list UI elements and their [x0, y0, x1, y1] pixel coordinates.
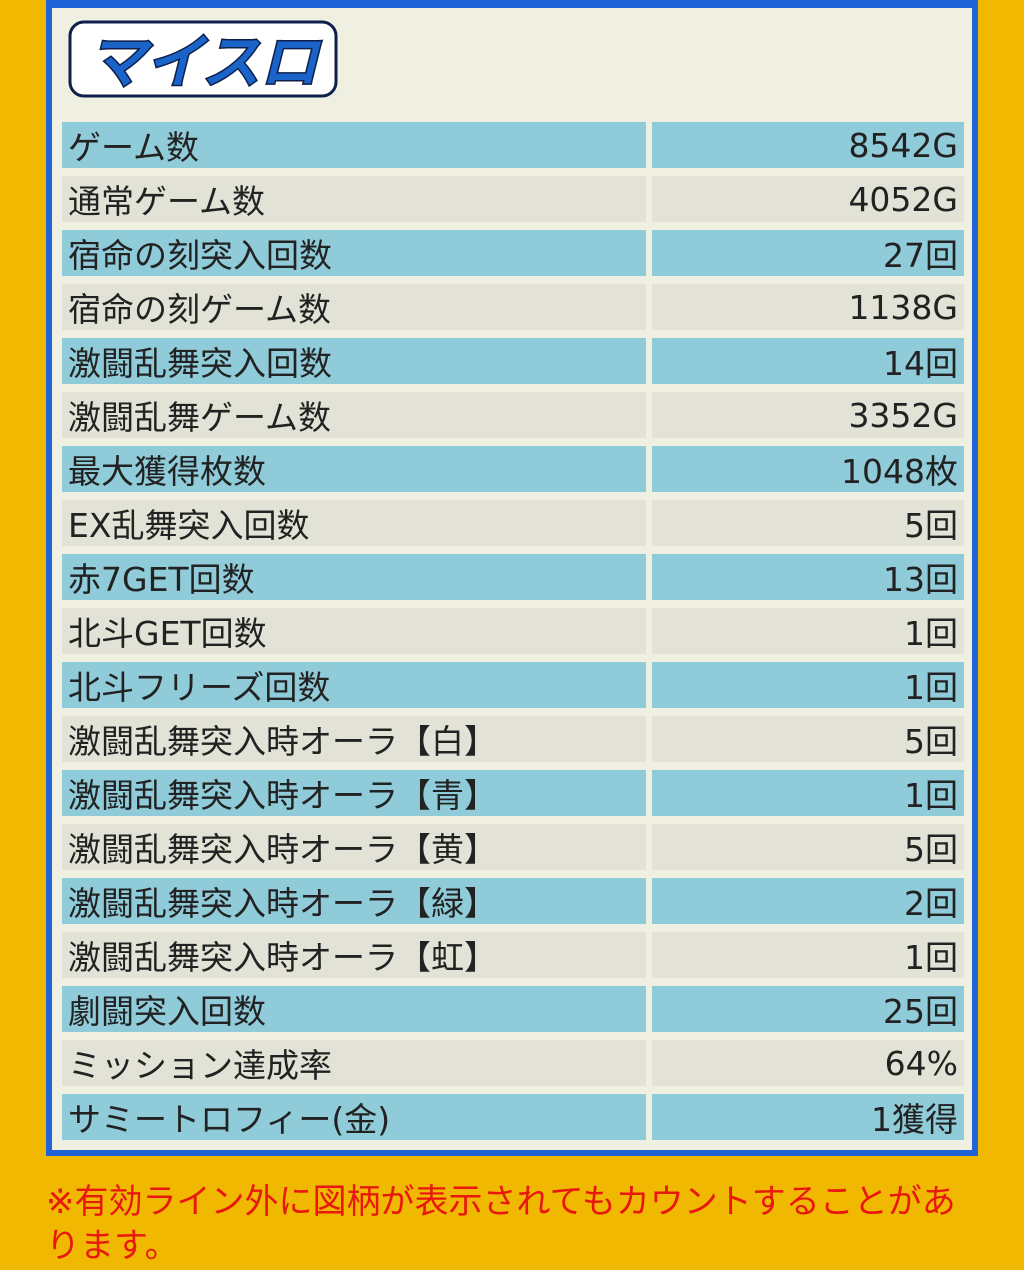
stat-value: 1獲得	[652, 1094, 964, 1140]
stat-value: 27回	[652, 230, 964, 276]
table-row: ミッション達成率 64%	[62, 1036, 964, 1090]
stat-label: 最大獲得枚数	[62, 446, 646, 492]
stat-label: 劇闘突入回数	[62, 986, 646, 1032]
stat-value: 1回	[652, 770, 964, 816]
stat-value: 1048枚	[652, 446, 964, 492]
stat-value: 5回	[652, 500, 964, 546]
stat-label: 赤7GET回数	[62, 554, 646, 600]
table-row: サミートロフィー(金) 1獲得	[62, 1090, 964, 1144]
stat-value: 64%	[652, 1040, 964, 1086]
stat-label: 宿命の刻ゲーム数	[62, 284, 646, 330]
svg-text:マイスロ: マイスロ	[88, 28, 322, 96]
stat-label: ミッション達成率	[62, 1040, 646, 1086]
table-row: 宿命の刻ゲーム数 1138G	[62, 280, 964, 334]
table-row: 激闘乱舞突入時オーラ【黄】 5回	[62, 820, 964, 874]
stat-value: 13回	[652, 554, 964, 600]
table-row: 激闘乱舞突入時オーラ【緑】 2回	[62, 874, 964, 928]
stats-table: ゲーム数 8542G 通常ゲーム数 4052G 宿命の刻突入回数 27回 宿命の刻ゲーム数 1…	[62, 118, 964, 1144]
stat-value: 8542G	[652, 122, 964, 168]
stat-value: 5回	[652, 824, 964, 870]
stat-value: 25回	[652, 986, 964, 1032]
table-row: 激闘乱舞ゲーム数 3352G	[62, 388, 964, 442]
table-row: 激闘乱舞突入時オーラ【青】 1回	[62, 766, 964, 820]
stat-value: 14回	[652, 338, 964, 384]
stat-label: EX乱舞突入回数	[62, 500, 646, 546]
stat-value: 1回	[652, 932, 964, 978]
stats-panel: マイスロ ゲーム数 8542G 通常ゲーム数 4052G 宿命の刻突入回数 27回 宿命の刻…	[46, 0, 978, 1156]
stat-label: 宿命の刻突入回数	[62, 230, 646, 276]
stat-value: 1回	[652, 608, 964, 654]
stat-label: 激闘乱舞突入時オーラ【虹】	[62, 932, 646, 978]
stat-value: 5回	[652, 716, 964, 762]
table-row: 最大獲得枚数 1048枚	[62, 442, 964, 496]
table-row: EX乱舞突入回数 5回	[62, 496, 964, 550]
table-row: 北斗GET回数 1回	[62, 604, 964, 658]
myslo-logo: マイスロ	[68, 20, 338, 98]
table-row: 北斗フリーズ回数 1回	[62, 658, 964, 712]
disclaimer-note: ※有効ライン外に図柄が表示されてもカウントすることがあります。	[46, 1182, 956, 1266]
stat-label: 通常ゲーム数	[62, 176, 646, 222]
stat-label: 北斗GET回数	[62, 608, 646, 654]
stat-label: サミートロフィー(金)	[62, 1094, 646, 1140]
table-row: 激闘乱舞突入回数 14回	[62, 334, 964, 388]
table-row: ゲーム数 8542G	[62, 118, 964, 172]
stat-label: 激闘乱舞突入回数	[62, 338, 646, 384]
table-row: 通常ゲーム数 4052G	[62, 172, 964, 226]
table-row: 宿命の刻突入回数 27回	[62, 226, 964, 280]
table-row: 激闘乱舞突入時オーラ【虹】 1回	[62, 928, 964, 982]
table-row: 激闘乱舞突入時オーラ【白】 5回	[62, 712, 964, 766]
stat-value: 3352G	[652, 392, 964, 438]
table-row: 赤7GET回数 13回	[62, 550, 964, 604]
stat-label: 激闘乱舞突入時オーラ【青】	[62, 770, 646, 816]
stat-value: 1回	[652, 662, 964, 708]
stat-label: 北斗フリーズ回数	[62, 662, 646, 708]
table-row: 劇闘突入回数 25回	[62, 982, 964, 1036]
stat-label: 激闘乱舞突入時オーラ【緑】	[62, 878, 646, 924]
stat-value: 2回	[652, 878, 964, 924]
stat-label: ゲーム数	[62, 122, 646, 168]
stat-value: 1138G	[652, 284, 964, 330]
stat-label: 激闘乱舞突入時オーラ【黄】	[62, 824, 646, 870]
stat-label: 激闘乱舞突入時オーラ【白】	[62, 716, 646, 762]
stat-label: 激闘乱舞ゲーム数	[62, 392, 646, 438]
stat-value: 4052G	[652, 176, 964, 222]
